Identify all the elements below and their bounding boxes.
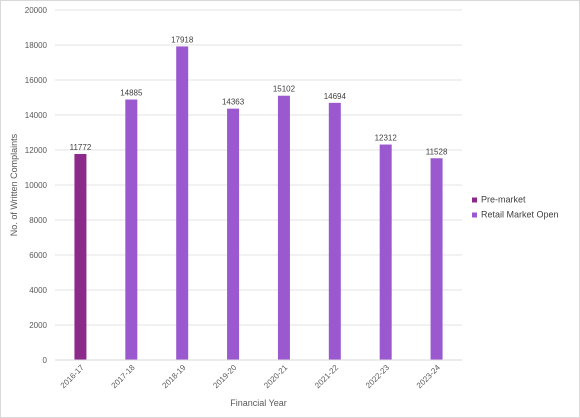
y-tick-label: 2000 [29, 321, 47, 330]
y-tick-label: 0 [43, 356, 48, 365]
gridlines [55, 9, 462, 326]
legend-label: Pre-market [481, 195, 526, 205]
y-axis-ticks: 0 2000 4000 6000 8000 10000 12000 14000 16000 180… [25, 6, 48, 365]
data-label: 17918 [171, 35, 194, 44]
y-tick-label: 8000 [29, 216, 47, 225]
legend-swatch [472, 212, 477, 218]
data-label: 15102 [273, 85, 296, 94]
y-tick-label: 20000 [25, 6, 48, 15]
data-label: 14885 [120, 89, 143, 98]
y-tick-label: 14000 [25, 111, 48, 120]
y-tick-label: 10000 [25, 181, 48, 190]
y-tick-label: 12000 [25, 146, 48, 155]
data-labels: 11772 14885 17918 14363 15102 14694 12312 11528 [70, 35, 448, 156]
y-tick-label: 6000 [29, 251, 47, 260]
bar [74, 153, 87, 360]
x-tick-label: 2021-22 [313, 363, 341, 391]
x-tick-label: 2020-21 [262, 363, 290, 391]
bar [277, 95, 290, 360]
data-label: 11528 [426, 147, 448, 156]
x-tick-label: 2022-23 [364, 363, 392, 391]
legend-label: Retail Market Open [481, 210, 559, 220]
bar [379, 144, 392, 360]
x-tick-label: 2016-17 [59, 363, 87, 391]
data-label: 14694 [324, 92, 347, 101]
legend: Pre-market Retail Market Open [472, 195, 559, 220]
y-tick-label: 4000 [29, 286, 47, 295]
x-tick-label: 2019-20 [211, 363, 239, 391]
x-axis-ticks: 2016-17 2017-18 2018-19 2019-20 2020-21 2021-… [59, 363, 443, 391]
y-axis-title: No. of Written Complaints [9, 133, 19, 236]
bar [176, 46, 189, 361]
legend-swatch [472, 197, 477, 203]
x-tick-label: 2018-19 [160, 363, 188, 391]
x-tick-label: 2023-24 [415, 363, 443, 391]
bars [74, 46, 443, 361]
y-tick-label: 18000 [25, 41, 48, 50]
bar [430, 158, 443, 360]
data-label: 14363 [222, 98, 245, 107]
data-label: 11772 [70, 143, 92, 152]
bar [125, 99, 138, 360]
x-tick-label: 2017-18 [110, 363, 138, 391]
data-label: 12312 [375, 134, 398, 143]
bar [328, 102, 341, 360]
bar [227, 108, 240, 361]
x-axis-title: Financial Year [230, 398, 287, 408]
y-tick-label: 16000 [25, 76, 48, 85]
